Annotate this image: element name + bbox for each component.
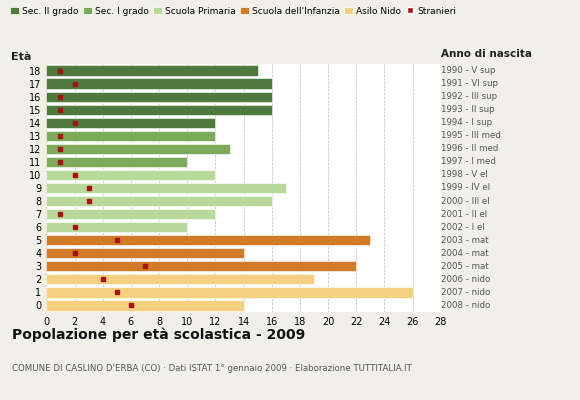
Bar xyxy=(46,287,412,298)
Text: COMUNE DI CASLINO D'ERBA (CO) · Dati ISTAT 1° gennaio 2009 · Elaborazione TUTTIT: COMUNE DI CASLINO D'ERBA (CO) · Dati IST… xyxy=(12,364,411,373)
Text: 2008 - nido: 2008 - nido xyxy=(441,301,490,310)
Text: 2005 - mat: 2005 - mat xyxy=(441,262,488,271)
Text: 1990 - V sup: 1990 - V sup xyxy=(441,66,495,75)
Text: 1999 - IV el: 1999 - IV el xyxy=(441,184,490,192)
Bar xyxy=(46,209,215,219)
Text: 1991 - VI sup: 1991 - VI sup xyxy=(441,79,498,88)
Text: 1996 - II med: 1996 - II med xyxy=(441,144,498,153)
Text: 1998 - V el: 1998 - V el xyxy=(441,170,488,180)
Text: Popolazione per età scolastica - 2009: Popolazione per età scolastica - 2009 xyxy=(12,328,305,342)
Text: 2003 - mat: 2003 - mat xyxy=(441,236,488,245)
Bar xyxy=(46,300,244,310)
Bar xyxy=(46,170,215,180)
Text: 2002 - I el: 2002 - I el xyxy=(441,223,484,232)
Bar xyxy=(46,144,230,154)
Bar xyxy=(46,92,272,102)
Bar xyxy=(46,78,272,89)
Bar xyxy=(46,274,314,284)
Bar xyxy=(46,131,215,141)
Bar xyxy=(46,235,371,245)
Text: 2001 - II el: 2001 - II el xyxy=(441,210,487,219)
Text: 2007 - nido: 2007 - nido xyxy=(441,288,490,297)
Bar xyxy=(46,157,187,167)
Bar xyxy=(46,196,272,206)
Text: 1992 - III sup: 1992 - III sup xyxy=(441,92,497,101)
Text: 1997 - I med: 1997 - I med xyxy=(441,157,496,166)
Bar xyxy=(46,66,258,76)
Bar xyxy=(46,104,272,115)
Text: 2004 - mat: 2004 - mat xyxy=(441,249,488,258)
Bar xyxy=(46,222,187,232)
Text: 2000 - III el: 2000 - III el xyxy=(441,196,490,206)
Bar xyxy=(46,183,286,193)
Bar xyxy=(46,248,244,258)
Bar xyxy=(46,261,356,272)
Text: 1993 - II sup: 1993 - II sup xyxy=(441,105,494,114)
Text: 1994 - I sup: 1994 - I sup xyxy=(441,118,492,127)
Text: 2006 - nido: 2006 - nido xyxy=(441,275,490,284)
Legend: Sec. II grado, Sec. I grado, Scuola Primaria, Scuola dell'Infanzia, Asilo Nido, : Sec. II grado, Sec. I grado, Scuola Prim… xyxy=(10,6,456,16)
Text: 1995 - III med: 1995 - III med xyxy=(441,131,501,140)
Bar xyxy=(46,118,215,128)
Text: Anno di nascita: Anno di nascita xyxy=(441,50,532,60)
Text: Età: Età xyxy=(11,52,31,62)
